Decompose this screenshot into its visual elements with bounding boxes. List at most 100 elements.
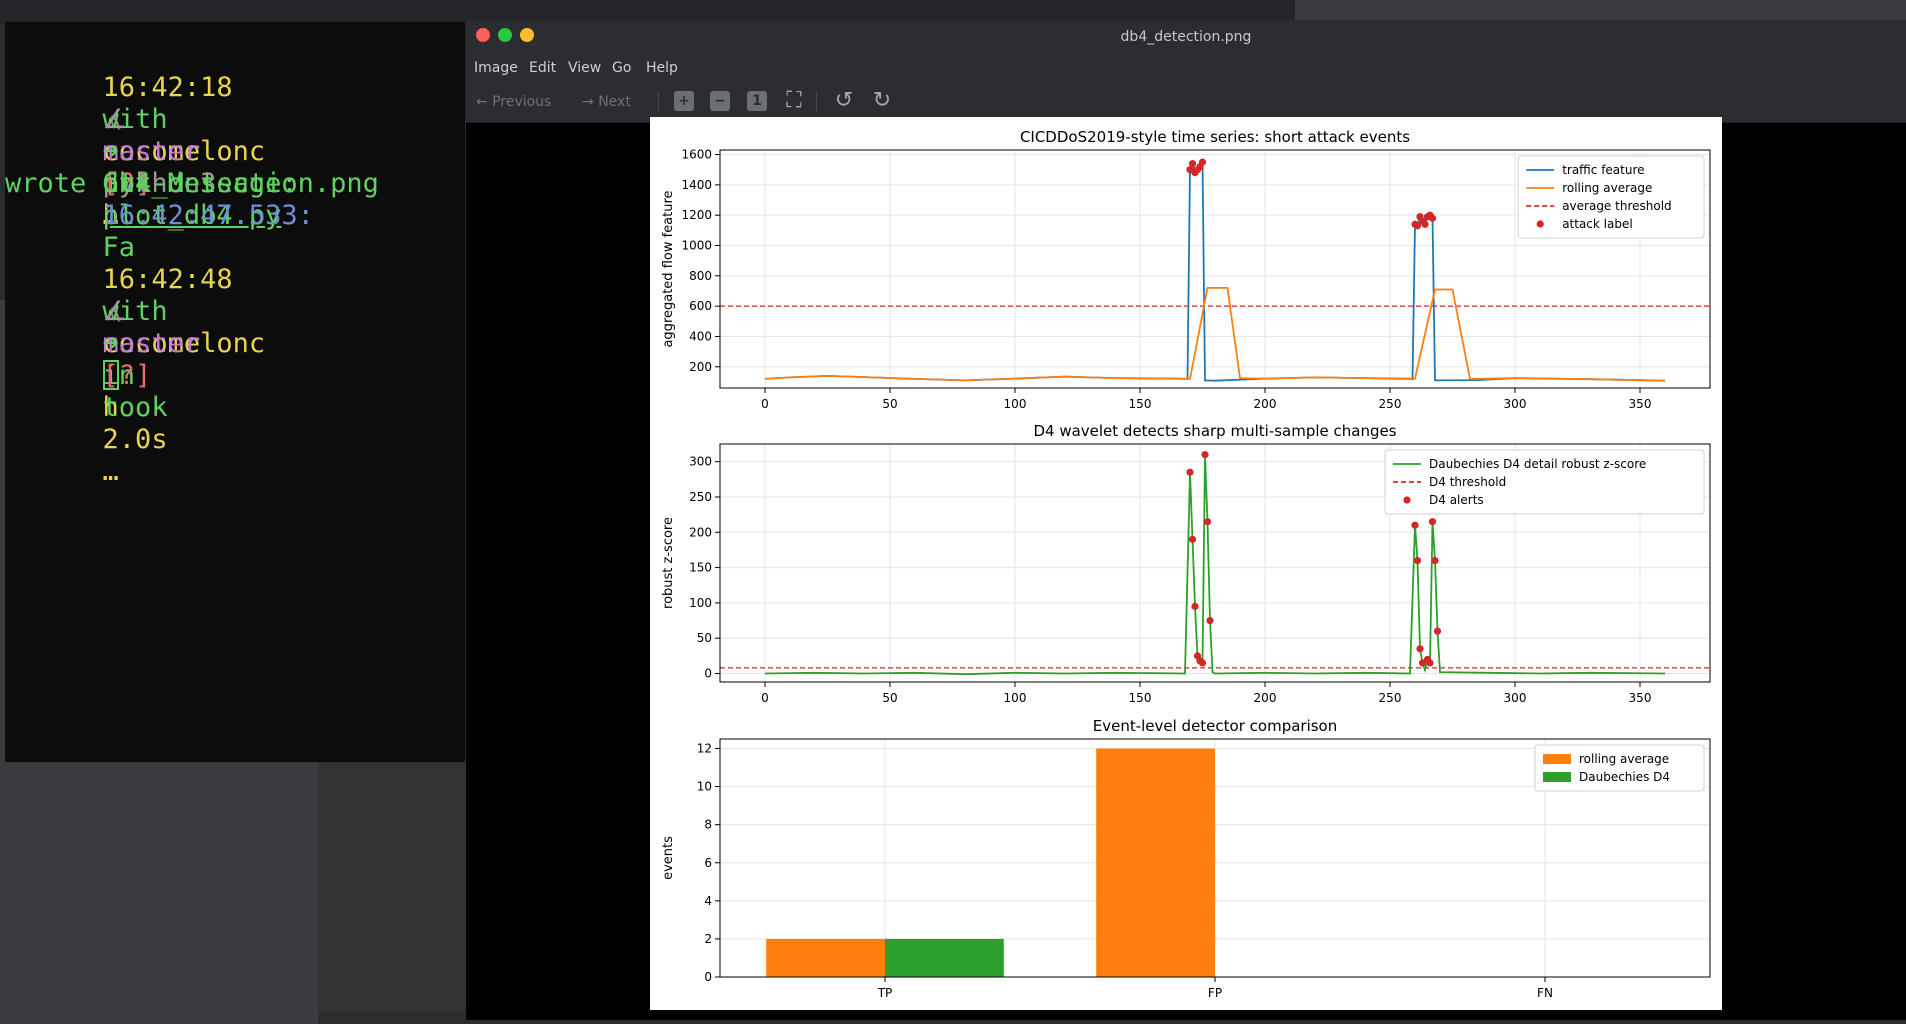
gtk-label: Gtk-Message:	[102, 168, 298, 199]
terminal-line: 16:42:48 with cocomelonc in h	[5, 232, 266, 456]
data-point	[1188, 535, 1197, 543]
series-line	[764, 454, 1666, 676]
y-tick-label: 6	[704, 856, 712, 870]
legend-label: rolling average	[1579, 752, 1669, 766]
chart-panel-3	[715, 738, 1711, 982]
y-tick-label: 2	[704, 932, 712, 946]
bar	[766, 938, 885, 977]
y-tick-label: 800	[689, 269, 712, 283]
chart-panel-2	[715, 443, 1711, 687]
gtk-message: Fa	[102, 232, 136, 263]
maximize-button[interactable]	[520, 28, 534, 42]
git-branch: master	[102, 136, 201, 167]
y-tick-label: 1000	[681, 239, 712, 253]
legend-label: traffic feature	[1562, 163, 1644, 177]
titlebar[interactable]: db4_detection.png	[466, 20, 1906, 54]
previous-button[interactable]: ← Previous	[476, 88, 551, 116]
minimize-button[interactable]	[498, 28, 512, 42]
prompt-user: cocomelonc	[102, 328, 266, 359]
x-tick-label: 200	[1254, 691, 1277, 705]
axes-frame	[719, 443, 1711, 683]
window-title: db4_detection.png	[1120, 29, 1252, 45]
x-tick-label: 100	[1004, 691, 1027, 705]
y-tick-label: 1200	[681, 208, 712, 222]
data-point	[1433, 627, 1442, 635]
x-tick-label: 250	[1379, 691, 1402, 705]
rotate-left-icon[interactable]: ↺	[834, 88, 854, 113]
terminal-output: wrote db4_detection.png	[5, 168, 379, 199]
y-axis-label: aggregated flow feature	[661, 190, 676, 347]
command-duration: 2.0s	[102, 424, 168, 455]
prompt-host: h	[102, 200, 119, 231]
series-line	[764, 287, 1666, 382]
background-content	[318, 760, 468, 1024]
bar	[885, 938, 1004, 977]
next-button[interactable]: → Next	[582, 88, 631, 116]
prompt-word: with	[102, 296, 168, 327]
command-arg[interactable]: plot_db4.py	[102, 200, 282, 231]
x-tick-label: 50	[882, 691, 897, 705]
data-point	[1428, 214, 1437, 222]
data-point	[1431, 556, 1439, 565]
prompt-ellipsis: …	[102, 456, 119, 487]
y-tick-label: 8	[704, 818, 712, 832]
prompt-user: cocomelonc	[102, 136, 266, 167]
arrow-left-icon: ←	[476, 94, 488, 110]
y-tick-label: 1400	[681, 178, 712, 192]
terminal-line: ➜ python3 plot_db4.py	[5, 104, 282, 264]
y-axis-label: robust z-score	[661, 517, 676, 609]
data-point	[1428, 518, 1437, 526]
close-button[interactable]	[476, 28, 490, 42]
data-point	[1411, 521, 1419, 529]
gtk-time: 16:42:47.533:	[102, 200, 314, 231]
chart-title: D4 wavelet detects sharp multi-sample ch…	[1033, 422, 1396, 440]
toolbar-separator	[658, 92, 659, 112]
data-point	[1203, 518, 1212, 526]
x-tick-label: 0	[761, 397, 769, 411]
x-tick-label: 300	[1504, 397, 1527, 411]
menu-image[interactable]: Image	[474, 60, 518, 76]
zoom-out-icon[interactable]: −	[710, 91, 730, 111]
terminal-cursor[interactable]	[102, 360, 119, 390]
zoom-in-icon[interactable]: +	[674, 91, 694, 111]
menu-edit[interactable]: Edit	[529, 60, 557, 76]
y-tick-label: 600	[689, 299, 712, 313]
data-point	[1191, 602, 1199, 611]
y-axis-label: events	[661, 836, 676, 880]
legend-marker	[1403, 496, 1411, 504]
x-tick-label: 150	[1129, 691, 1152, 705]
x-tick-label: 50	[882, 397, 897, 411]
data-point	[1421, 220, 1429, 228]
rotate-right-icon[interactable]: ↻	[872, 88, 892, 113]
y-tick-label: 12	[697, 742, 712, 756]
figure-svg: CICDDoS2019-style time series: short att…	[661, 128, 1711, 1000]
fit-window-icon[interactable]: ⛶	[786, 88, 802, 113]
normal-size-icon[interactable]: 1	[747, 91, 767, 111]
branch-icon: ∡	[102, 104, 127, 135]
data-point	[1201, 450, 1209, 459]
x-tick-label: FN	[1537, 986, 1553, 1000]
y-tick-label: 400	[689, 329, 712, 343]
prompt-word: took	[102, 392, 168, 423]
menu-view[interactable]: View	[568, 60, 602, 76]
legend-label: attack label	[1562, 217, 1633, 231]
menu-go[interactable]: Go	[612, 60, 632, 76]
image-canvas: CICDDoS2019-style time series: short att…	[650, 117, 1722, 1010]
bar	[1096, 748, 1215, 977]
terminal-line: ∡ master [?] …	[5, 72, 201, 264]
menu-help[interactable]: Help	[646, 60, 678, 76]
chart-panel-1	[715, 149, 1711, 393]
terminal-line: 16:42:18 with cocomelonc in h	[5, 40, 266, 264]
legend-label: Daubechies D4	[1579, 770, 1670, 784]
y-tick-label: 200	[689, 525, 712, 539]
prompt-ellipsis: …	[102, 200, 119, 231]
background-tabstrip	[1295, 0, 1906, 20]
prompt-host: h	[102, 392, 119, 423]
x-tick-label: TP	[877, 986, 893, 1000]
terminal-window[interactable]: 16:42:18 with cocomelonc in h ∡ master […	[5, 22, 465, 762]
x-tick-label: 100	[1004, 397, 1027, 411]
prompt-arrow-icon: ➜	[102, 328, 119, 359]
prompt-time: 16:42:18	[102, 72, 233, 103]
x-tick-label: 0	[761, 691, 769, 705]
